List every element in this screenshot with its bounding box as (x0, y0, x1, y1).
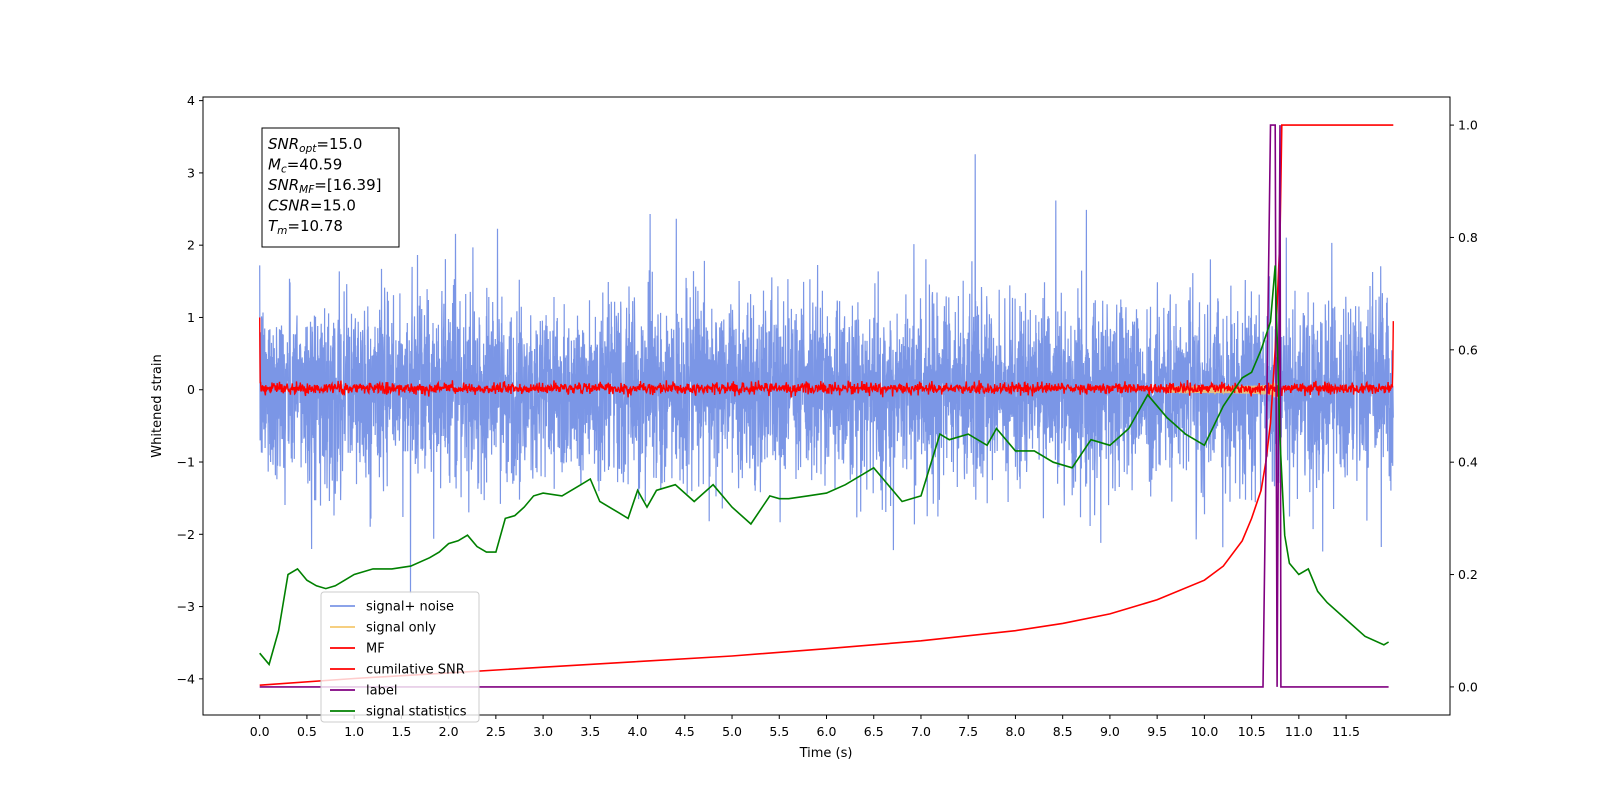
series-label (259, 124, 1389, 688)
y-tick-label-right: 1.0 (1458, 118, 1478, 133)
info-line: Mc=40.59 (268, 156, 342, 176)
x-tick-label: 0.5 (297, 724, 317, 739)
x-tick-label: 7.0 (911, 724, 931, 739)
series-mf (259, 317, 1395, 398)
x-axis: 0.0 0.5 1.0 1.5 2.0 2.5 3.0 3.5 4.0 4.5 5.0 5.5 6.0 6… (250, 715, 1360, 739)
y-tick-label-left: −3 (177, 599, 195, 614)
x-tick-label: 3.0 (533, 724, 553, 739)
y-axis-right: 1.0 0.8 0.6 0.4 0.2 0.0 (1450, 118, 1478, 694)
info-line: CSNR=15.0 (268, 197, 356, 215)
x-tick-label: 4.5 (675, 724, 695, 739)
series-signal-noise (259, 154, 1394, 594)
x-tick-label: 8.0 (1005, 724, 1025, 739)
y-tick-label-left: −4 (177, 671, 195, 686)
legend-label: signal statistics (366, 705, 467, 720)
x-axis-label: Time (s) (799, 746, 853, 761)
y-tick-label-left: 4 (187, 93, 195, 108)
y-tick-label-left: −2 (177, 527, 195, 542)
x-tick-label: 9.0 (1100, 724, 1120, 739)
x-tick-label: 5.0 (722, 724, 742, 739)
x-tick-label: 9.5 (1147, 724, 1167, 739)
x-tick-label: 0.0 (250, 724, 270, 739)
series-signal-statistics (259, 265, 1390, 667)
y-tick-label-right: 0.0 (1458, 679, 1478, 694)
x-tick-label: 1.0 (344, 724, 364, 739)
x-tick-label: 4.0 (628, 724, 648, 739)
x-tick-label: 7.5 (958, 724, 978, 739)
legend-label: cumilative SNR (366, 663, 465, 678)
x-tick-label: 2.0 (439, 724, 459, 739)
x-tick-label: 1.5 (391, 724, 411, 739)
info-line: Tm=10.78 (268, 217, 343, 237)
x-tick-label: 2.5 (486, 724, 506, 739)
y-tick-label-left: 2 (187, 238, 195, 253)
series-layer (259, 124, 1395, 688)
legend-label: MF (366, 642, 385, 657)
x-tick-label: 6.5 (864, 724, 884, 739)
info-line: SNRopt=15.0 (268, 135, 362, 155)
y-tick-label-left: 0 (187, 382, 195, 397)
x-tick-label: 3.5 (580, 724, 600, 739)
series-cumulative-snr (259, 124, 1394, 686)
x-tick-label: 8.5 (1053, 724, 1073, 739)
info-box-frame (261, 127, 400, 248)
x-tick-label: 5.5 (769, 724, 789, 739)
legend-label: label (366, 684, 397, 699)
y-axis-label: Whitened strain (150, 354, 165, 457)
info-line: SNRMF=[16.39] (268, 176, 382, 196)
y-tick-label-right: 0.2 (1458, 567, 1478, 582)
y-tick-label-left: 1 (187, 310, 195, 325)
x-tick-label: 10.0 (1190, 724, 1218, 739)
x-tick-label: 10.5 (1238, 724, 1266, 739)
y-tick-label-left: −1 (177, 455, 195, 470)
legend-frame (320, 591, 480, 723)
y-axis-left: 4 3 2 1 0 −1 −2 −3 −4 (177, 93, 203, 686)
info-box: SNRopt=15.0Mc=40.59SNRMF=[16.39]CSNR=15.… (261, 127, 400, 248)
x-tick-label: 11.5 (1332, 724, 1360, 739)
y-tick-label-right: 0.6 (1458, 342, 1478, 357)
y-tick-label-right: 0.4 (1458, 455, 1478, 470)
legend: signal+ noise signal only MF cumilative SNR… (320, 591, 480, 723)
y-tick-label-right: 0.8 (1458, 230, 1478, 245)
legend-label: signal+ noise (366, 600, 454, 615)
x-tick-label: 6.0 (817, 724, 837, 739)
legend-label: signal only (366, 621, 436, 636)
x-tick-label: 11.0 (1285, 724, 1313, 739)
y-tick-label-left: 3 (187, 165, 195, 180)
